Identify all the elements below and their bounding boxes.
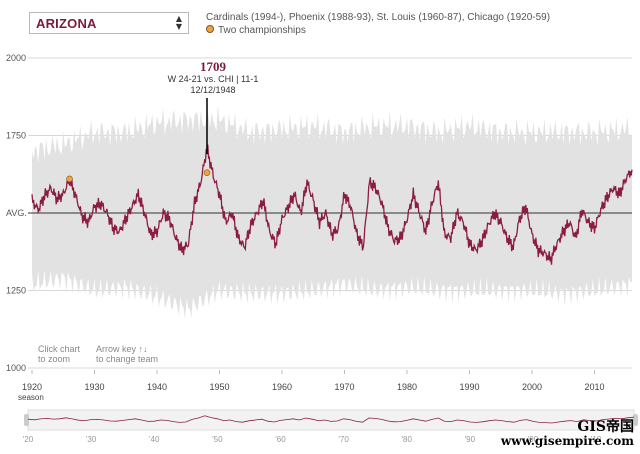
championship-dot-icon — [206, 25, 214, 33]
league-range-area — [32, 105, 632, 319]
mini-tick-label: '30 — [86, 435, 97, 444]
championship-markers — [66, 169, 211, 183]
mini-handle-left — [24, 414, 29, 426]
mini-tick-label: '00 — [528, 435, 539, 444]
x-tick-label: 1990 — [459, 382, 479, 392]
peak-annotation: 1709 W 24-21 vs. CHI | 11-1 12/12/1948 — [168, 59, 259, 155]
y-axis-ticks: 1000 1250 AVG. 1750 2000 — [6, 53, 27, 373]
mini-rating-line — [27, 415, 635, 424]
y-tick-label: AVG. — [6, 208, 27, 218]
hint-zoom-line1: Click chart — [38, 344, 81, 354]
team-name: ARIZONA — [36, 16, 97, 31]
mini-tick-label: '80 — [402, 435, 413, 444]
y-tick-label: 1750 — [6, 131, 26, 141]
hint-arrow-line2: to change team — [96, 354, 158, 364]
watermark-brand: GIS帝国 — [577, 419, 634, 435]
mini-tick-label: '60 — [275, 435, 286, 444]
y-tick-label: 2000 — [6, 53, 26, 63]
team-rating-line — [31, 144, 633, 265]
x-tick-label: 1960 — [272, 382, 292, 392]
y-tick-label: 1000 — [6, 363, 26, 373]
y-tick-label: 1250 — [6, 286, 26, 296]
championship-marker — [203, 169, 211, 176]
team-info: Cardinals (1994-), Phoenix (1988-93), St… — [206, 11, 550, 37]
hint-zoom: Click chart to zoom — [38, 344, 81, 364]
x-axis-label: season — [18, 393, 44, 402]
x-tick-label: 1940 — [147, 382, 167, 392]
x-tick-label: 1950 — [209, 382, 229, 392]
mini-tick-label: '70 — [338, 435, 349, 444]
x-tick-label: 1970 — [334, 382, 354, 392]
championship-label: Two championships — [218, 25, 306, 36]
x-tick-label: 2000 — [522, 382, 542, 392]
x-tick-label: 1980 — [397, 382, 417, 392]
league-range-band — [32, 105, 632, 319]
annotation-result: W 24-21 vs. CHI | 11-1 — [168, 74, 259, 84]
mini-tick-label: '10 — [591, 435, 602, 444]
watermark-url: www.gisempire.com — [500, 434, 634, 448]
championship-marker — [66, 175, 73, 183]
mini-timeline[interactable]: '20 '30 '40 '50 '60 '70 '80 '90 '00 '10 — [23, 409, 638, 444]
mini-tick-label: '20 — [23, 435, 34, 444]
hint-zoom-line2: to zoom — [38, 354, 70, 364]
mini-handle-right — [633, 414, 638, 426]
hint-arrows: Arrow key ↑↓ to change team — [96, 344, 158, 364]
x-tick-label: 1920 — [22, 382, 42, 392]
team-history: Cardinals (1994-), Phoenix (1988-93), St… — [206, 12, 551, 23]
annotation-date: 12/12/1948 — [190, 85, 235, 95]
mini-tick-label: '50 — [212, 435, 223, 444]
x-tick-label: 1930 — [84, 382, 104, 392]
x-axis-ticks: 1920 1930 1940 1950 1960 1970 1980 1990 2000 2010 — [22, 370, 605, 392]
hint-arrow-line1: Arrow key ↑↓ — [96, 344, 148, 354]
mini-tick-label: '40 — [149, 435, 160, 444]
team-elo-line — [31, 144, 633, 265]
championship-legend: Two championships — [206, 24, 550, 37]
annotation-value: 1709 — [200, 59, 227, 74]
mini-tick-label: '90 — [465, 435, 476, 444]
x-tick-label: 2010 — [584, 382, 604, 392]
team-select-dropdown[interactable]: ARIZONA ▲ ▼ — [29, 12, 189, 34]
sort-arrows-icon: ▲ ▼ — [175, 14, 182, 31]
watermark: GIS帝国 www.gisempire.com — [501, 420, 634, 448]
